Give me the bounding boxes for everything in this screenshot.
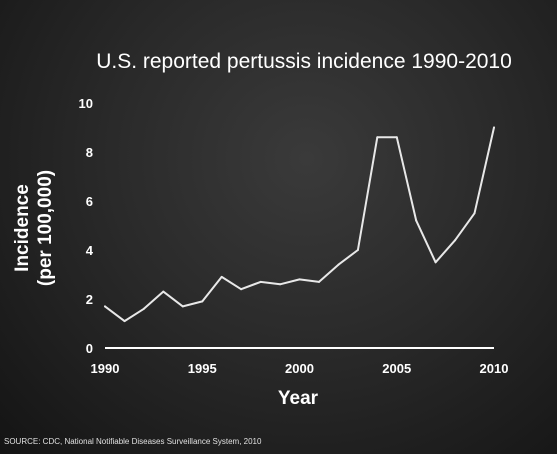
x-tick-label: 1990 xyxy=(91,361,120,376)
data-point xyxy=(376,136,379,139)
data-point xyxy=(337,263,340,266)
y-tick-label: 4 xyxy=(86,243,94,258)
data-point xyxy=(493,126,495,129)
data-point xyxy=(298,278,301,281)
x-tick-label: 2010 xyxy=(480,361,509,376)
y-tick-label: 6 xyxy=(86,194,93,209)
data-point xyxy=(318,280,320,283)
chart-title: U.S. reported pertussis incidence 1990-2… xyxy=(96,50,512,73)
y-tick-label: 8 xyxy=(86,145,93,160)
data-point xyxy=(240,288,243,291)
y-axis-ticks: 0 2 4 6 8 10 xyxy=(79,96,94,356)
data-point xyxy=(434,261,437,264)
x-tick-label: 2005 xyxy=(382,361,411,376)
y-tick-label: 0 xyxy=(86,341,93,356)
data-point xyxy=(123,320,126,323)
x-tick-label: 1995 xyxy=(188,361,217,376)
data-point xyxy=(104,305,106,308)
data-point xyxy=(473,212,476,215)
data-point xyxy=(415,219,418,222)
data-point xyxy=(395,136,398,139)
x-axis-label: Year xyxy=(278,388,319,409)
data-point xyxy=(356,249,359,251)
data-point xyxy=(142,307,145,310)
data-point xyxy=(201,300,204,303)
data-point xyxy=(162,290,165,293)
data-point xyxy=(454,239,457,242)
data-point xyxy=(259,280,262,283)
y-tick-label: 2 xyxy=(86,292,93,307)
data-point xyxy=(279,283,282,286)
x-axis-ticks: 1990 1995 2000 2005 2010 xyxy=(91,361,509,376)
y-tick-label: 10 xyxy=(79,96,93,111)
incidence-series-points xyxy=(104,126,495,323)
y-axis-label-line-2: (per 100,000) xyxy=(35,170,56,286)
source-note: SOURCE: CDC, National Notifiable Disease… xyxy=(4,437,262,446)
y-axis-label-line-1: Incidence xyxy=(12,184,33,272)
data-point xyxy=(220,275,223,278)
data-point xyxy=(181,305,184,308)
x-tick-label: 2000 xyxy=(285,361,314,376)
